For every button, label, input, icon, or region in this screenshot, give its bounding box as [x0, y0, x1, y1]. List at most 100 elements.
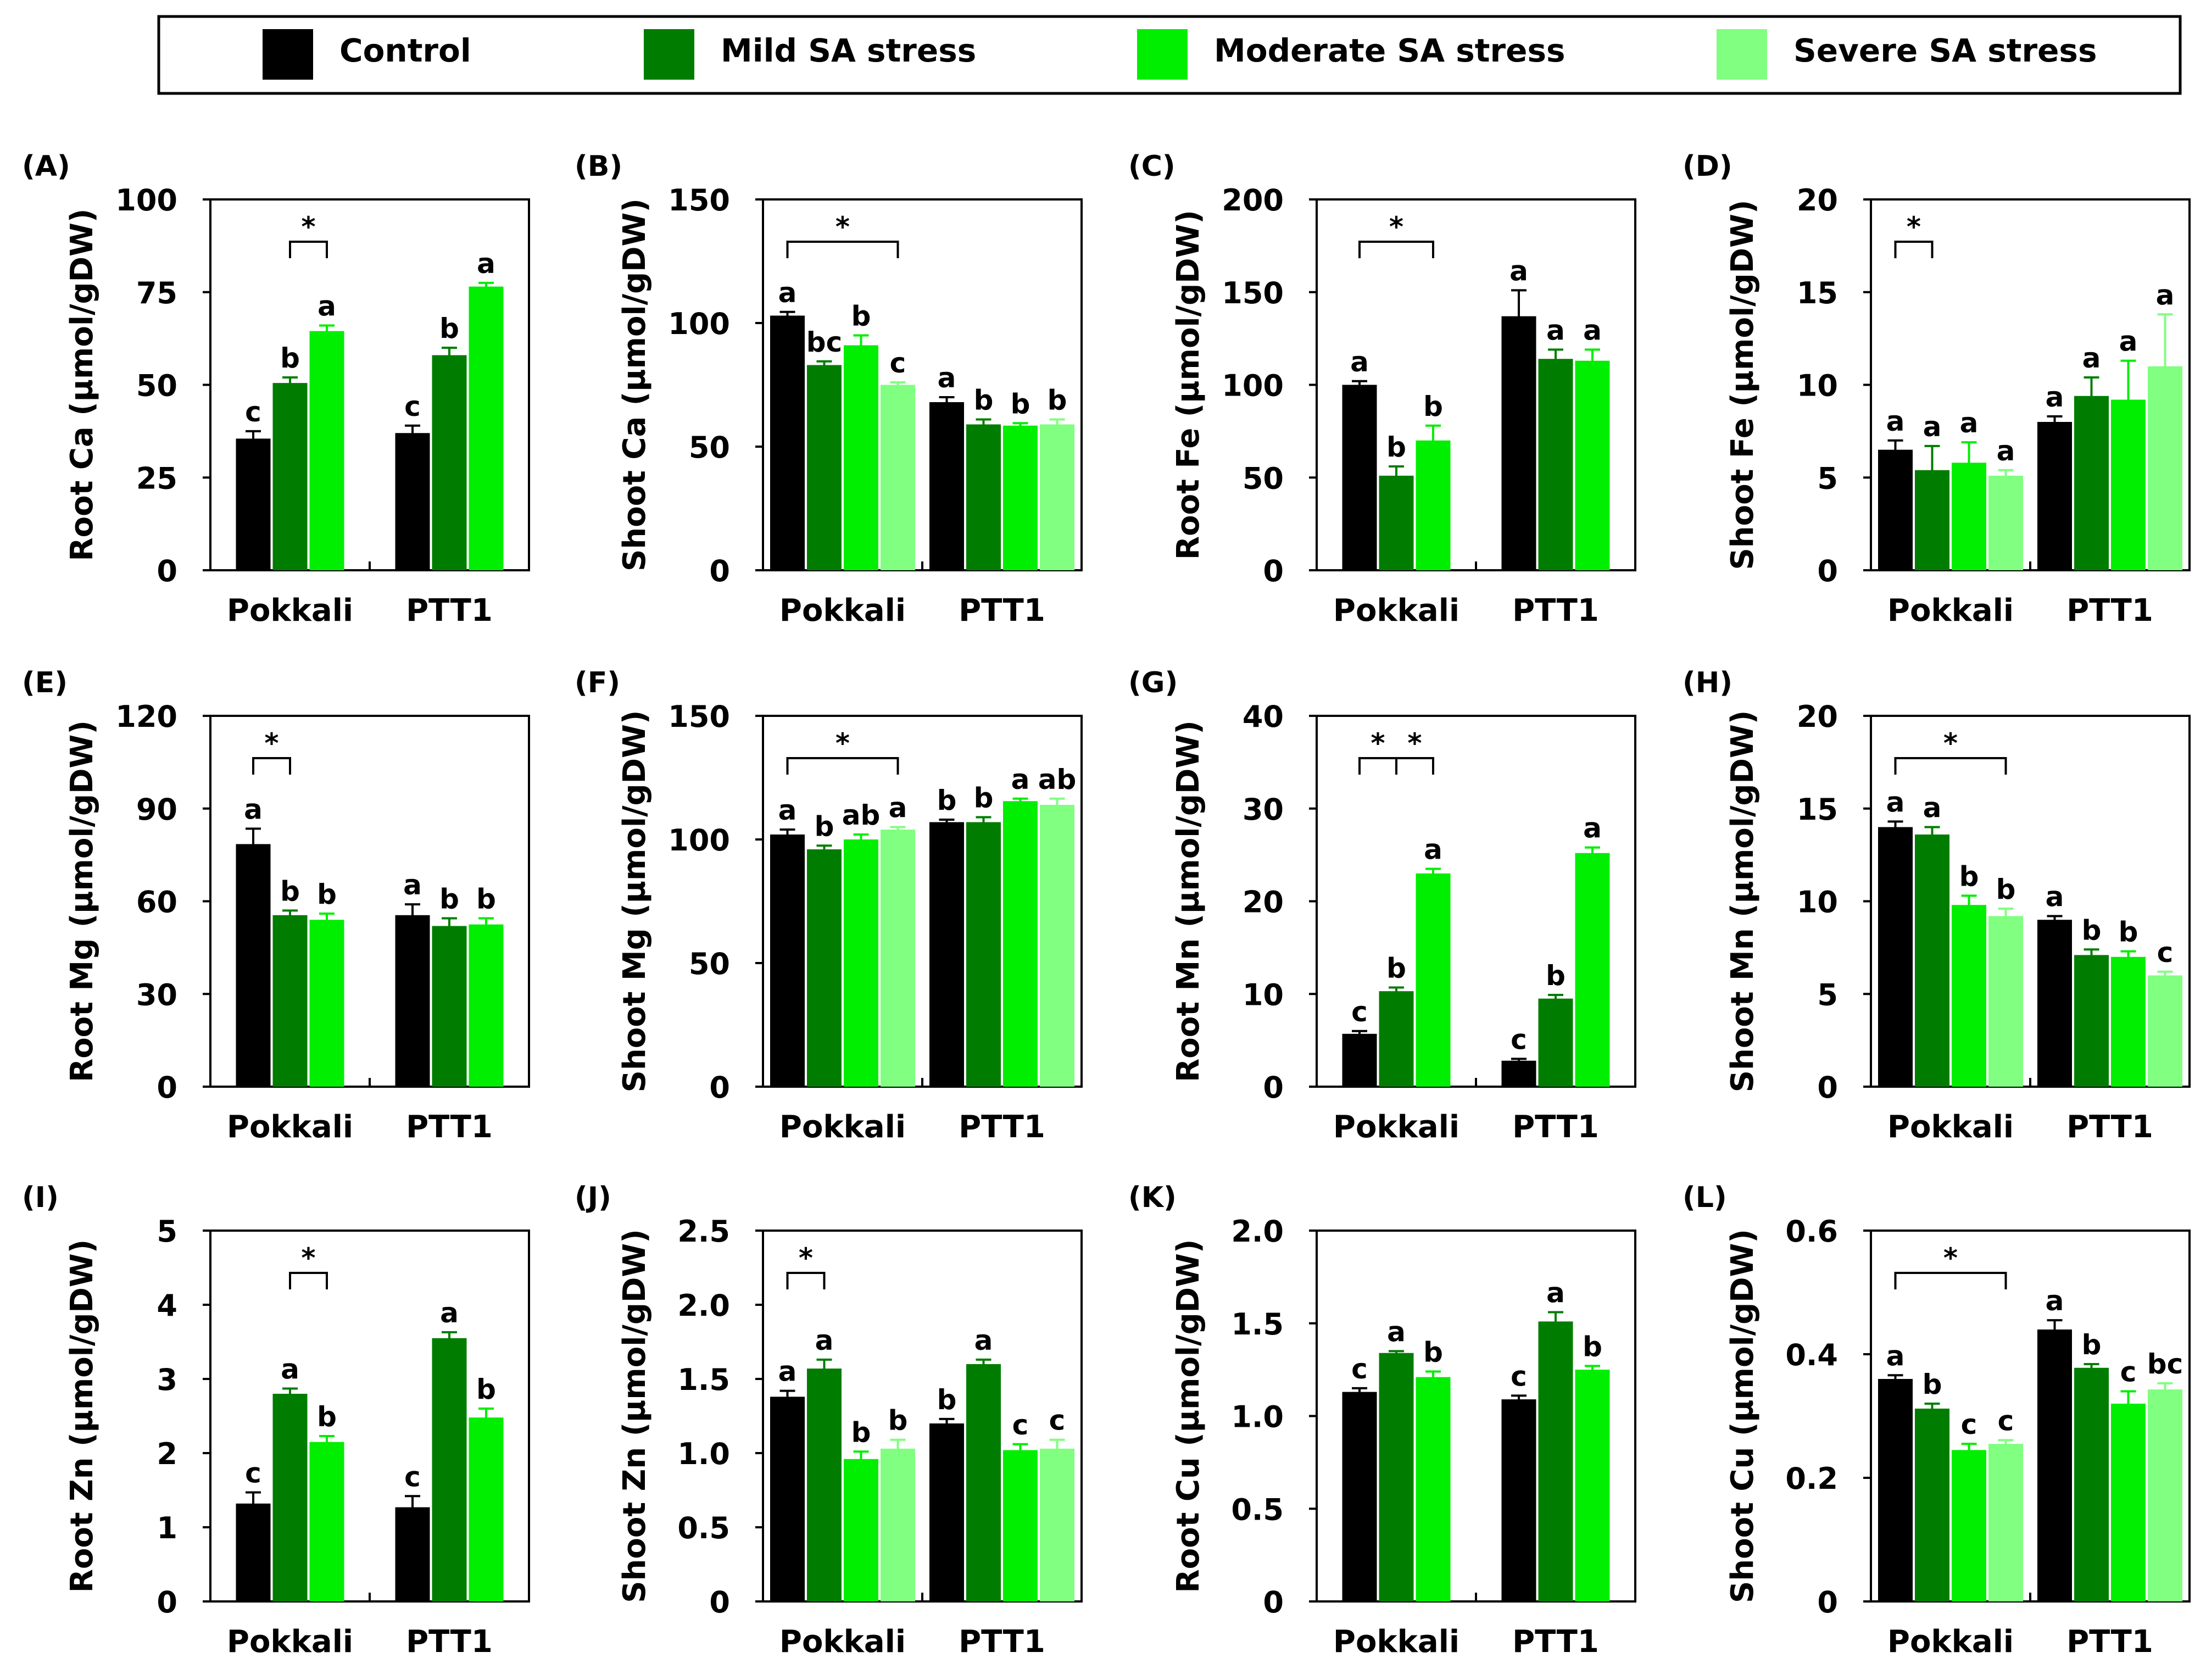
significance-letter: a [1923, 792, 1942, 824]
significance-letter: a [1960, 407, 1979, 439]
legend-label: Severe SA stress [1793, 32, 2097, 69]
bar [1538, 998, 1573, 1087]
y-tick-label: 4 [157, 1288, 177, 1323]
y-axis-label: Root Fe (µmol/gDW) [1171, 210, 1206, 560]
bar [770, 315, 805, 570]
bracket-star: * [301, 1242, 315, 1274]
bar [1538, 359, 1573, 570]
bracket-star: * [835, 211, 850, 243]
bar [1988, 916, 2023, 1087]
y-axis-label: Root Mn (µmol/gDW) [1171, 720, 1206, 1082]
significance-letter: a [2046, 881, 2064, 913]
y-axis-label: Root Ca (µmol/gDW) [64, 209, 100, 561]
bar [395, 433, 430, 570]
bar [395, 915, 430, 1087]
y-axis-label: Shoot Cu (µmol/gDW) [1725, 1229, 1761, 1603]
significance-letter: c [1012, 1409, 1029, 1441]
panel-label: (H) [1683, 666, 1733, 699]
panel-shoot-zn-mol-gdw: (J)Shoot Zn (µmol/gDW) 0 0.5 1.0 1.5 2.0 2.5 Po… [575, 1181, 1083, 1660]
series-control: aa [236, 793, 430, 1087]
bar [309, 920, 344, 1087]
y-tick-label: 150 [1222, 276, 1284, 310]
panel-label: (B) [575, 150, 622, 183]
panel-label: (G) [1128, 666, 1178, 699]
bar [1416, 873, 1451, 1087]
significance-letter: b [1583, 1331, 1602, 1362]
significance-letter: bc [806, 326, 842, 358]
x-tick-label: PTT1 [1512, 1624, 1599, 1660]
bar [770, 1397, 805, 1601]
bracket-star: * [835, 727, 850, 759]
legend: Control Mild SA stress Moderate SA stress S… [157, 15, 2182, 95]
x-tick-label: PTT1 [406, 1109, 493, 1145]
significance-letter: b [1959, 860, 1979, 892]
significance-letter: c [1511, 1023, 1527, 1055]
y-tick-label: 0 [709, 1585, 730, 1620]
y-tick-label: 5 [157, 1214, 177, 1249]
series-control: aa [1878, 1285, 2072, 1601]
y-tick-label: 0 [1263, 1070, 1284, 1105]
significance-letter: a [2119, 326, 2138, 358]
y-tick-label: 50 [1243, 461, 1284, 496]
y-tick-label: 0.5 [1231, 1492, 1284, 1527]
series-moderate-sa-stress: ba [1416, 314, 1610, 570]
significance-letter: a [815, 1325, 834, 1356]
series-mild-sa-stress: ab [1915, 792, 2109, 1087]
y-tick-label: 0 [1263, 554, 1284, 588]
significance-letter: a [2046, 381, 2064, 413]
y-tick-label: 2.0 [677, 1288, 730, 1323]
legend-item-severe-sa-stress: Severe SA stress [1717, 29, 2097, 80]
bar [929, 1423, 964, 1601]
y-tick-label: 10 [1243, 977, 1284, 1012]
bar [236, 844, 271, 1087]
bar [272, 383, 308, 570]
panel-root-mn-mol-gdw: (G) Root Mn (µmol/gDW) 0 10 20 30 40 Pokkali PTT… [1128, 666, 1636, 1145]
bar [807, 1369, 842, 1601]
legend-swatch [263, 29, 313, 80]
y-tick-label: 120 [115, 699, 177, 734]
bracket-line [252, 757, 291, 775]
bracket-star: * [1389, 211, 1403, 243]
y-tick-label: 1.0 [677, 1437, 730, 1471]
panel-root-cu-mol-gdw: (K) Root Cu (µmol/gDW) 0 0.5 1.0 1.5 2.0 Pokkal… [1128, 1181, 1636, 1660]
significance-letter: b [317, 878, 337, 910]
significance-letter: a [974, 1325, 993, 1356]
bar [1501, 316, 1536, 570]
panel-label: (I) [22, 1181, 59, 1214]
panel-label: (D) [1683, 150, 1733, 183]
y-tick-label: 0.6 [1785, 1214, 1838, 1249]
significance-letter: b [974, 385, 994, 416]
significance-letter: a [2156, 279, 2175, 311]
legend-label: Mild SA stress [721, 32, 976, 69]
bar [807, 849, 842, 1087]
y-tick-label: 0 [157, 1585, 177, 1620]
bar [966, 424, 1001, 570]
significance-letter: ab [842, 799, 881, 831]
significance-bracket: * [786, 1242, 826, 1289]
significance-letter: a [1923, 411, 1942, 443]
x-tick-label: Pokkali [779, 1624, 906, 1660]
series-severe-sa-stress: cbc [1988, 1348, 2183, 1601]
significance-letter: a [1424, 833, 1442, 865]
bar [1416, 1377, 1451, 1601]
significance-letter: b [815, 810, 834, 842]
legend-item-control: Control [263, 29, 471, 80]
significance-letter: c [1351, 1353, 1368, 1385]
legend-item-mild-sa-stress: Mild SA stress [644, 29, 976, 80]
significance-letter: b [2082, 914, 2102, 946]
x-tick-label: Pokkali [1887, 1109, 2014, 1145]
bracket-star: * [799, 1242, 813, 1274]
bar [807, 365, 842, 570]
bracket-line [1358, 241, 1434, 258]
bar [1342, 1392, 1377, 1601]
bracket-line [786, 757, 899, 775]
x-tick-label: Pokkali [227, 593, 353, 628]
significance-letter: a [1546, 314, 1565, 346]
y-tick-label: 40 [1243, 699, 1284, 734]
series-mild-sa-stress: aa [272, 1297, 467, 1601]
y-axis-label: Shoot Ca (µmol/gDW) [617, 198, 653, 571]
